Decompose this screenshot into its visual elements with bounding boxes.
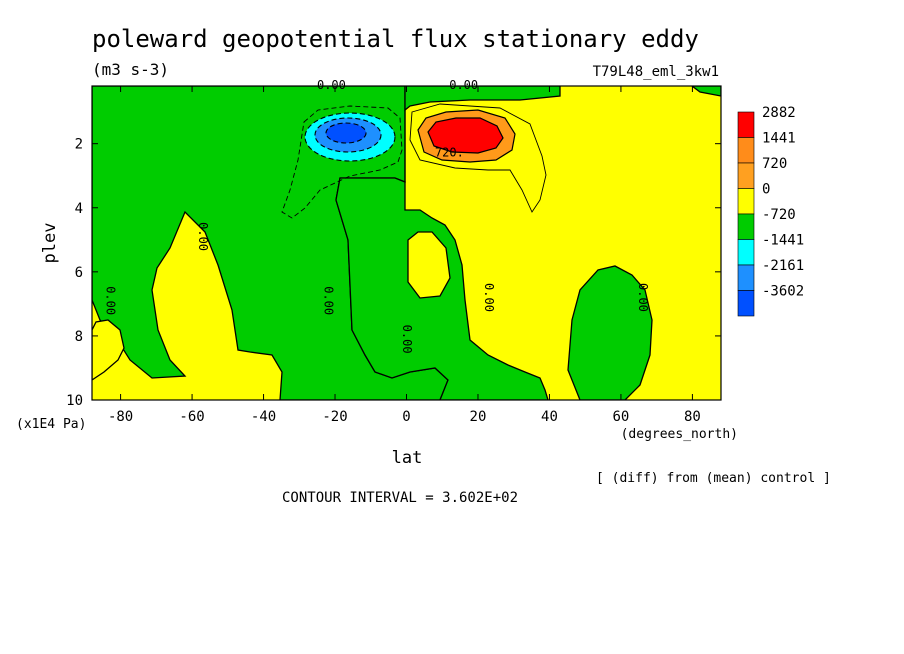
y-axis-label: plev	[40, 223, 60, 264]
legend-label: -2161	[762, 258, 804, 274]
x-tick-label: -80	[108, 409, 133, 425]
legend-swatch	[737, 137, 755, 164]
contour-label: 720.	[435, 145, 464, 159]
fill-very-high-positive	[427, 117, 504, 154]
chart-title: poleward geopotential flux stationary ed…	[92, 25, 699, 53]
y-tick-label: 4	[75, 201, 83, 217]
legend-swatch	[737, 213, 755, 240]
x-tick-label: 60	[613, 409, 630, 425]
x-axis-units: (degrees_north)	[621, 427, 738, 442]
y-tick-label: 10	[66, 393, 83, 409]
contour-interval-text: CONTOUR INTERVAL = 3.602E+02	[282, 490, 518, 506]
legend-swatch	[737, 264, 755, 291]
fill-negative-se	[567, 265, 653, 400]
legend-label: 0	[762, 182, 770, 198]
x-tick-label: 20	[470, 409, 487, 425]
contour-label: 0.00	[196, 222, 210, 251]
y-axis-units: (x1E4 Pa)	[16, 417, 86, 432]
y-tick-label: 2	[75, 137, 83, 153]
x-axis: -80 -60 -40 -20 0 20 40 60 80	[108, 86, 701, 425]
contour-label: 0.00	[103, 286, 117, 315]
legend-label: 2882	[762, 105, 796, 121]
legend: 2882 1441 720 0 -720 -1441 -2161 -3602	[737, 105, 804, 317]
x-tick-label: 0	[402, 409, 410, 425]
legend-swatch	[737, 239, 755, 266]
legend-label: 720	[762, 156, 787, 172]
fill-positive-sw	[92, 319, 125, 381]
footnote: [ (diff) from (mean) control ]	[596, 471, 831, 486]
legend-label: -3602	[762, 284, 804, 300]
legend-swatch	[737, 162, 755, 189]
legend-swatch	[737, 111, 755, 138]
contour-label: 0.00	[482, 283, 496, 312]
contour-line-pos-outer	[409, 103, 547, 213]
legend-label: -720	[762, 207, 796, 223]
legend-label: 1441	[762, 131, 796, 147]
x-tick-label: -60	[179, 409, 204, 425]
fill-negative-ne-top	[690, 86, 721, 97]
contour-label: 0.00	[636, 283, 650, 312]
contour-label: 0.00	[400, 325, 414, 354]
contour-line-neg-outer	[281, 105, 403, 219]
x-tick-label: 40	[541, 409, 558, 425]
contour-labels: 0.00 0.00 720. 0.00 0.00 0.00 0.00 0.00 0.00	[103, 78, 650, 353]
x-tick-label: 80	[684, 409, 701, 425]
x-tick-label: -40	[251, 409, 276, 425]
y-tick-label: 8	[75, 329, 83, 345]
fill-negative-tropopause	[404, 86, 561, 112]
contour-fills	[92, 86, 721, 400]
legend-swatch	[737, 188, 755, 215]
y-tick-label: 6	[75, 265, 83, 281]
x-tick-label: -20	[322, 409, 347, 425]
legend-swatch	[737, 290, 755, 317]
run-label: T79L48_eml_3kw1	[593, 64, 719, 80]
contour-label: 0.00	[449, 78, 478, 92]
contour-label: 0.00	[321, 286, 335, 315]
fill-positive-central-island	[407, 231, 451, 299]
fill-extreme-negative	[325, 122, 367, 144]
x-axis-label: lat	[392, 448, 423, 468]
y-axis: 2 4 6 8 10	[66, 137, 721, 409]
contour-label: 0.00	[317, 78, 346, 92]
units-label: (m3 s-3)	[92, 60, 169, 79]
legend-label: -1441	[762, 233, 804, 249]
